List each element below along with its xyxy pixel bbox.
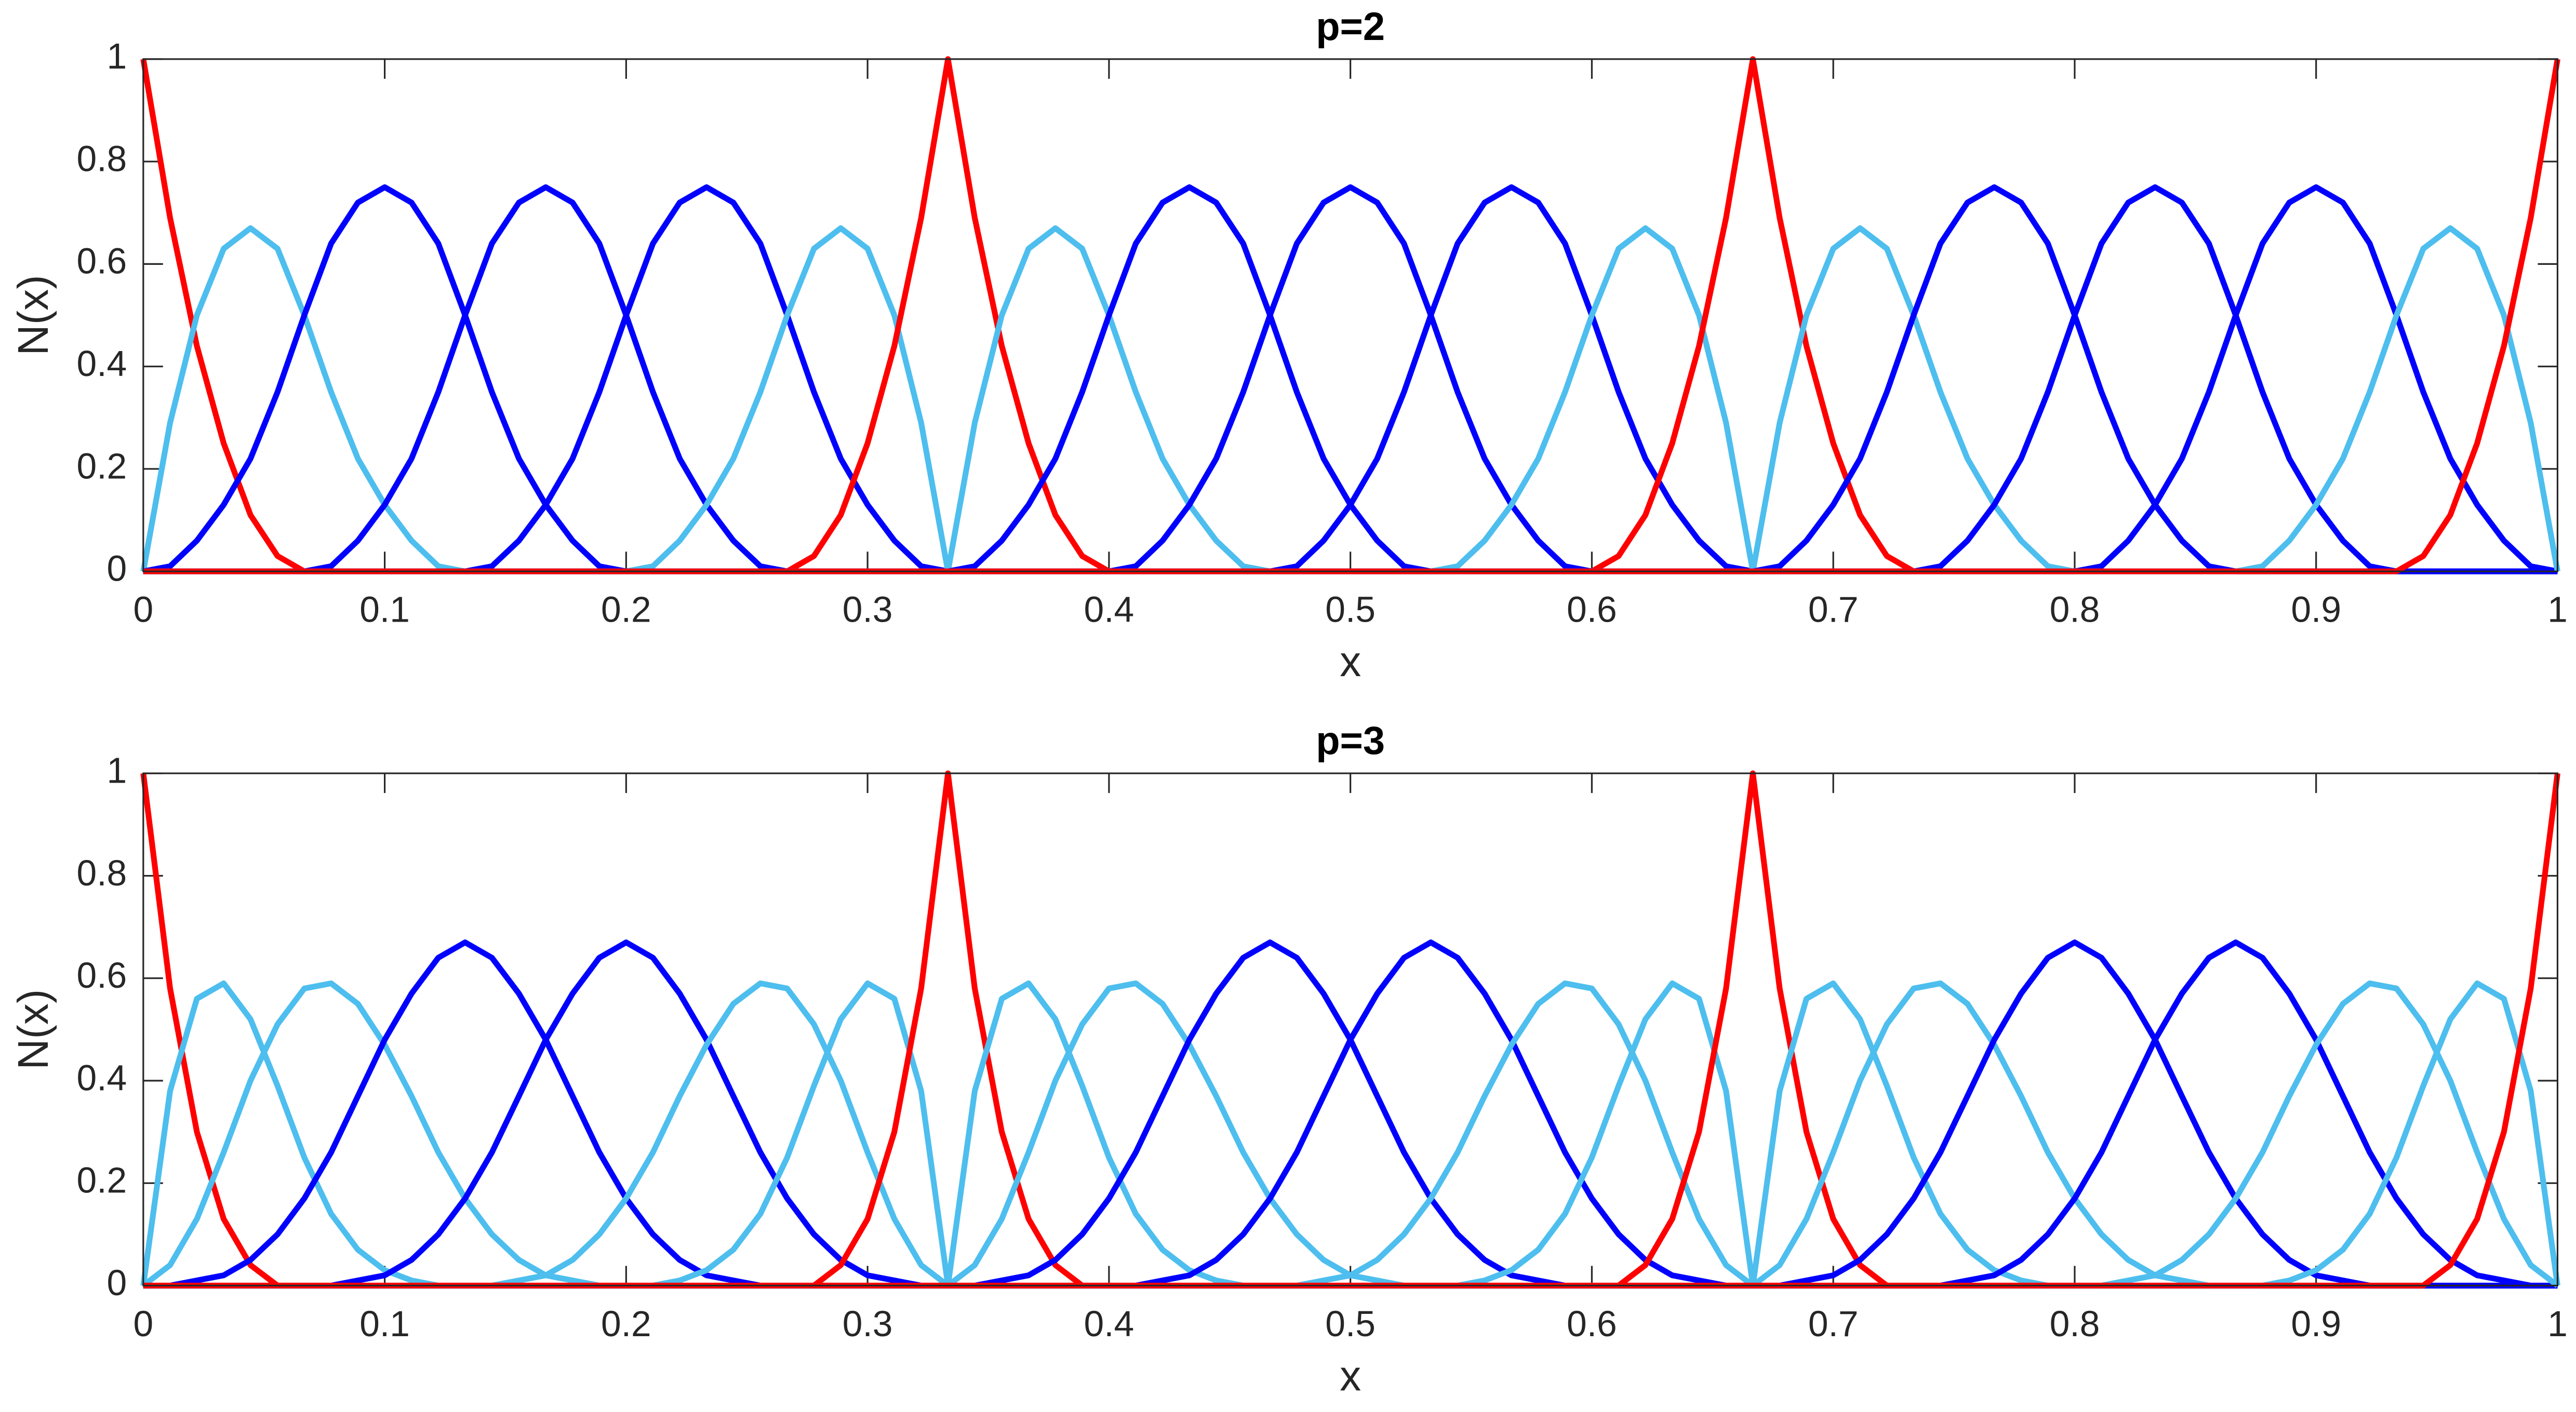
x-tick-label: 0.5: [1325, 1303, 1376, 1344]
x-tick-label: 0.8: [2050, 1303, 2100, 1344]
basis-curve: [143, 225, 2558, 574]
basis-curve: [143, 773, 2560, 1289]
x-tick-label: 0.6: [1567, 589, 1617, 630]
y-tick-label: 0.6: [77, 955, 127, 996]
x-axis-label: x: [1340, 638, 1361, 685]
basis-curve: [143, 770, 2558, 1289]
basis-curve: [143, 184, 2558, 574]
basis-curve: [143, 184, 2558, 574]
basis-curve: [143, 980, 2558, 1289]
x-tick-label: 0: [134, 589, 154, 630]
x-tick-label: 0.7: [1808, 1303, 1859, 1344]
basis-curve: [143, 184, 2558, 574]
basis-curve: [143, 184, 2558, 574]
axes-box: [142, 772, 2559, 1287]
basis-curve: [143, 939, 2558, 1289]
basis-curve: [143, 225, 2558, 574]
basis-curve: [143, 184, 2558, 574]
basis-curve: [141, 980, 2558, 1289]
axes-box: [142, 58, 2559, 572]
basis-curve: [143, 939, 2558, 1289]
x-tick-label: 0.1: [359, 589, 410, 630]
x-tick-label: 0.6: [1567, 1303, 1617, 1344]
y-tick-label: 0.4: [77, 343, 127, 384]
y-tick-label: 0.2: [77, 1160, 127, 1201]
basis-curve: [143, 980, 2558, 1289]
x-tick-label: 0.9: [2291, 1303, 2341, 1344]
basis-curve: [143, 980, 2559, 1289]
y-axis-label: N(x): [10, 989, 57, 1070]
y-tick-label: 0.4: [77, 1057, 127, 1098]
basis-curve: [143, 980, 2558, 1289]
x-tick-label: 0.4: [1084, 589, 1134, 630]
basis-curve: [143, 184, 2558, 574]
basis-curve: [143, 980, 2560, 1289]
x-tick-label: 1: [2547, 589, 2568, 630]
basis-curve: [143, 184, 2558, 574]
basis-curve: [140, 773, 2558, 1289]
x-tick-label: 0.7: [1808, 589, 1859, 630]
basis-curve: [140, 980, 2558, 1289]
basis-curve: [143, 184, 2558, 574]
basis-curve: [143, 56, 2558, 574]
x-tick-label: 0.1: [359, 1303, 410, 1344]
basis-curve: [142, 184, 2558, 574]
basis-curve: [143, 939, 2558, 1289]
x-tick-label: 0.4: [1084, 1303, 1134, 1344]
x-axis-label: x: [1340, 1352, 1361, 1400]
x-tick-label: 1: [2547, 1303, 2568, 1344]
basis-curve: [143, 56, 2558, 574]
y-tick-label: 0.8: [77, 853, 127, 893]
y-tick-label: 1: [107, 750, 127, 791]
basis-curve: [140, 225, 2558, 574]
basis-curve: [143, 225, 2558, 574]
y-tick-label: 0.6: [77, 241, 127, 281]
x-tick-label: 0.3: [843, 589, 893, 630]
y-axis-label: N(x): [10, 275, 57, 355]
basis-curve: [143, 939, 2558, 1289]
basis-curve: [143, 770, 2558, 1289]
y-tick-label: 0: [107, 1262, 127, 1303]
basis-curve: [143, 939, 2558, 1289]
x-tick-label: 0.8: [2050, 589, 2100, 630]
x-tick-label: 0.9: [2291, 589, 2341, 630]
basis-curve: [143, 980, 2558, 1289]
y-tick-label: 0.8: [77, 138, 127, 179]
basis-curve: [143, 980, 2558, 1289]
y-tick-label: 0.2: [77, 446, 127, 486]
x-tick-label: 0.3: [843, 1303, 893, 1344]
basis-curve: [143, 225, 2558, 574]
basis-curve: [143, 980, 2558, 1289]
x-tick-label: 0.2: [601, 589, 651, 630]
x-tick-label: 0.2: [601, 1303, 651, 1344]
x-tick-label: 0.5: [1325, 589, 1376, 630]
basis-curve: [143, 939, 2558, 1289]
basis-curve: [143, 58, 2560, 574]
basis-curve: [143, 980, 2558, 1289]
y-tick-label: 1: [107, 36, 127, 76]
basis-curve: [143, 980, 2558, 1289]
x-tick-label: 0: [134, 1303, 154, 1344]
chart-title: p=3: [1316, 719, 1385, 763]
y-tick-label: 0: [107, 548, 127, 589]
basis-curve: [140, 58, 2558, 574]
chart-title: p=2: [1316, 5, 1385, 49]
basis-curve: [143, 225, 2560, 574]
